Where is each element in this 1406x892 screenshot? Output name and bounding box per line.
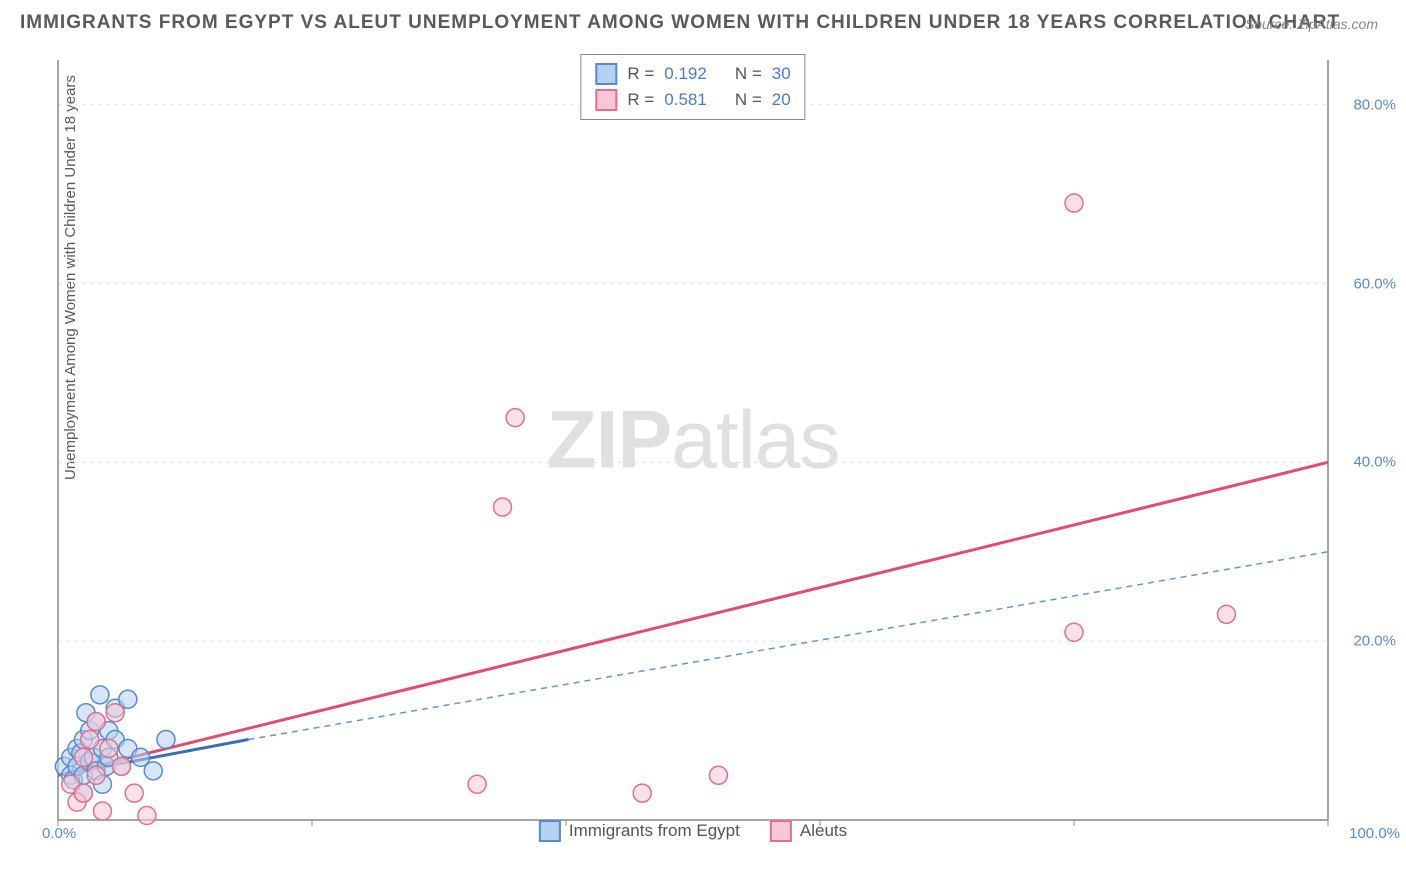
x-axis-min-label: 0.0% bbox=[42, 825, 76, 842]
chart-title: IMMIGRANTS FROM EGYPT VS ALEUT UNEMPLOYM… bbox=[20, 12, 1340, 34]
y-axis-tick-label: 80.0% bbox=[1353, 96, 1396, 113]
series-legend: Immigrants from Egypt Aleuts bbox=[539, 820, 847, 842]
legend-item-1: Immigrants from Egypt bbox=[539, 820, 740, 842]
legend-row-series-1: R = 0.192 N = 30 bbox=[595, 61, 790, 87]
scatter-chart-svg bbox=[48, 50, 1338, 840]
source-attribution: Source: ZipAtlas.com bbox=[1245, 16, 1378, 32]
y-axis-tick-label: 20.0% bbox=[1353, 633, 1396, 650]
correlation-legend: R = 0.192 N = 30 R = 0.581 N = 20 bbox=[580, 54, 805, 120]
chart-area: Unemployment Among Women with Children U… bbox=[48, 50, 1338, 840]
legend-swatch-2 bbox=[595, 89, 617, 111]
y-axis-tick-label: 60.0% bbox=[1353, 275, 1396, 292]
legend-label-2: Aleuts bbox=[800, 821, 847, 841]
y-axis-tick-label: 40.0% bbox=[1353, 454, 1396, 471]
legend-row-series-2: R = 0.581 N = 20 bbox=[595, 87, 790, 113]
r-label: R = bbox=[627, 90, 654, 110]
n-label: N = bbox=[735, 64, 762, 84]
r-value-2: 0.581 bbox=[664, 90, 707, 110]
legend-item-2: Aleuts bbox=[770, 820, 847, 842]
n-value-2: 20 bbox=[772, 90, 791, 110]
x-axis-max-label: 100.0% bbox=[1349, 825, 1400, 842]
r-value-1: 0.192 bbox=[664, 64, 707, 84]
legend-label-1: Immigrants from Egypt bbox=[569, 821, 740, 841]
legend-swatch-1 bbox=[595, 63, 617, 85]
n-label: N = bbox=[735, 90, 762, 110]
n-value-1: 30 bbox=[772, 64, 791, 84]
legend-swatch-1b bbox=[539, 820, 561, 842]
r-label: R = bbox=[627, 64, 654, 84]
legend-swatch-2b bbox=[770, 820, 792, 842]
